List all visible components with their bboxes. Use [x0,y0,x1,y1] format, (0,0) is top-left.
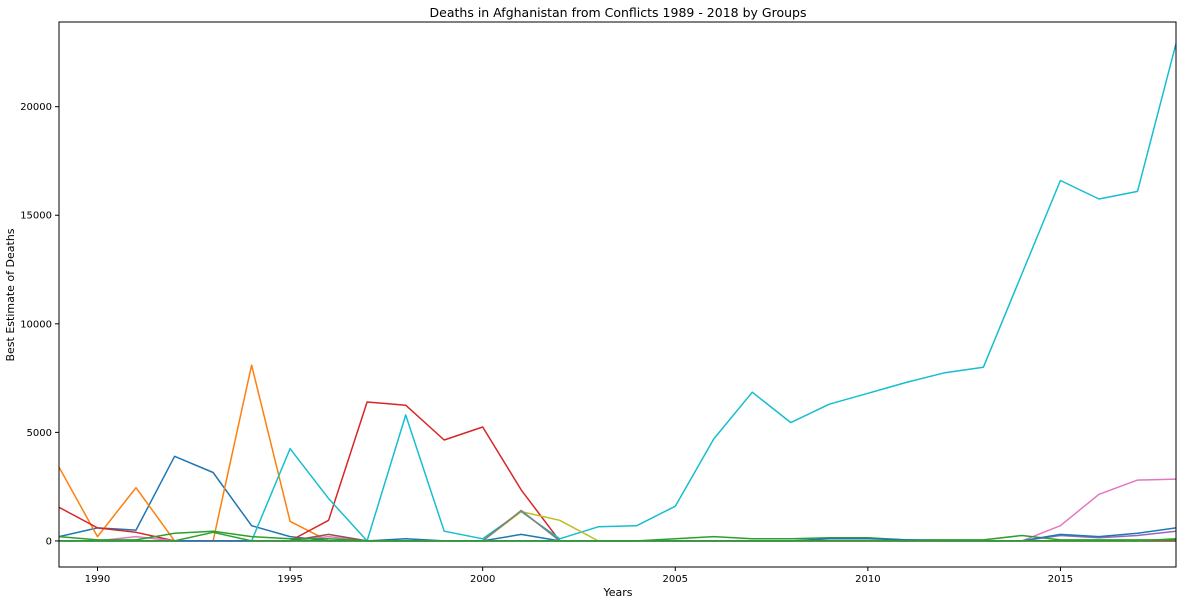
series-line-12 [59,531,1176,542]
x-tick-label: 2005 [663,574,688,585]
y-tick-label: 10000 [20,319,52,330]
y-tick-label: 0 [46,536,52,547]
axis-ticks: 1990 1995 2000 2005 2010 2015 0 5000 10000 15000 2… [20,102,1073,585]
plot-frame [58,21,1177,568]
x-tick-label: 2000 [470,574,495,585]
y-tick-label: 15000 [20,211,52,222]
series-lines [59,43,1176,542]
x-axis-label: Years [602,586,632,599]
x-tick-label: 1995 [277,574,302,585]
y-tick-label: 20000 [20,102,52,113]
x-tick-label: 1990 [85,574,110,585]
x-tick-label: 2015 [1048,574,1073,585]
y-axis-label: Best Estimate of Deaths [4,228,17,361]
chart-title: Deaths in Afghanistan from Conflicts 198… [430,5,807,20]
x-tick-label: 2010 [855,574,880,585]
y-tick-label: 5000 [27,428,52,439]
